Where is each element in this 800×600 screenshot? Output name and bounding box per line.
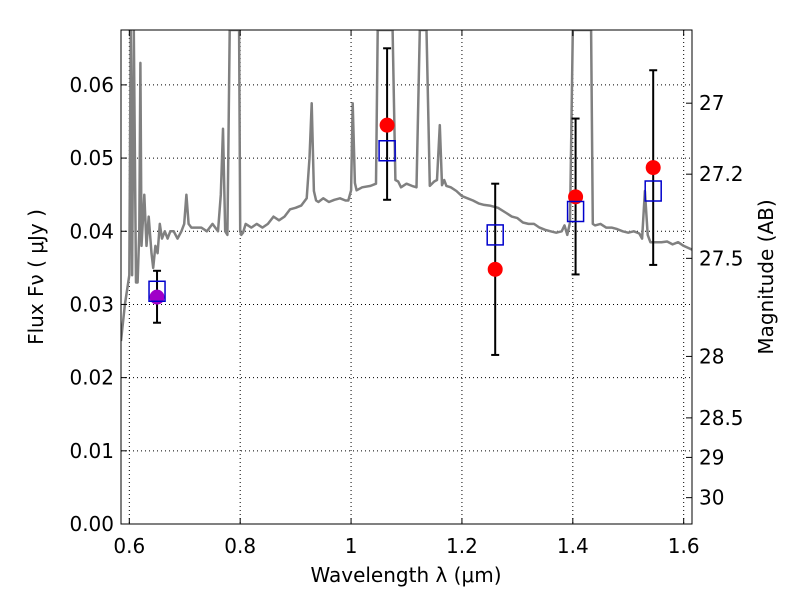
axis-ticks: 0.6 0.8 1 1.2 1.4 1.6 0.00 0.01 0.02 0.03 0.04 0.05… (69, 30, 744, 558)
y2-tick-label: 27.2 (699, 162, 744, 186)
model-flux-marker (644, 180, 662, 202)
observed-flux-marker (149, 289, 165, 305)
x-tick-label: 1 (345, 534, 358, 558)
data-markers (148, 117, 662, 305)
y-tick-label: 0.00 (69, 512, 114, 536)
y-tick-label: 0.03 (69, 292, 114, 316)
model-spectrum (121, 30, 692, 342)
y2-axis-label: Magnitude (AB) (754, 199, 778, 354)
observed-flux-marker (645, 160, 661, 176)
plot-frame (120, 29, 693, 525)
model-flux-marker (566, 200, 585, 223)
x-tick-label: 0.6 (113, 534, 145, 558)
model-flux-marker (486, 224, 504, 246)
model-flux-marker (148, 280, 166, 303)
y2-tick-label: 30 (699, 486, 724, 510)
y-tick-label: 0.06 (69, 73, 114, 97)
x-tick-label: 1.4 (557, 534, 589, 558)
y2-tick-label: 29 (699, 445, 724, 469)
observed-flux-marker (379, 117, 395, 133)
model-flux-marker (378, 140, 396, 162)
x-tick-label: 0.8 (224, 534, 256, 558)
spectrum-line (121, 30, 692, 342)
y-tick-label: 0.04 (69, 219, 114, 243)
y2-tick-label: 27.5 (699, 246, 744, 270)
y2-tick-label: 28 (699, 344, 724, 368)
y-tick-label: 0.02 (69, 366, 114, 390)
x-axis-label: Wavelength λ (μm) (310, 563, 501, 587)
observed-flux-marker (568, 189, 584, 205)
x-tick-label: 1.6 (668, 534, 700, 558)
observed-flux-marker (487, 261, 503, 277)
y2-tick-label: 27 (699, 91, 724, 115)
x-tick-label: 1.2 (446, 534, 478, 558)
y2-tick-label: 28.5 (699, 406, 744, 430)
y-tick-label: 0.05 (69, 146, 114, 170)
y-axis-label: Flux Fν ( μJy ) (24, 209, 48, 345)
y-tick-label: 0.01 (69, 439, 114, 463)
